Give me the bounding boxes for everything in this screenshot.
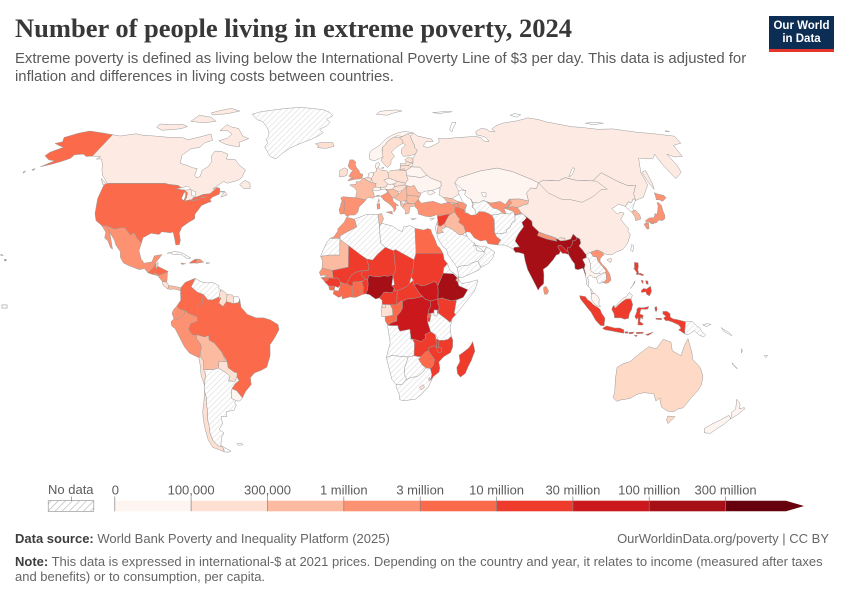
svg-text:3 million: 3 million: [396, 483, 444, 498]
svg-text:100,000: 100,000: [168, 483, 215, 498]
svg-text:0: 0: [112, 483, 119, 498]
svg-text:300,000: 300,000: [244, 483, 291, 498]
svg-text:1 million: 1 million: [320, 483, 368, 498]
svg-text:10 million: 10 million: [469, 483, 524, 498]
svg-text:100 million: 100 million: [618, 483, 680, 498]
svg-text:No data: No data: [48, 482, 94, 497]
svg-text:30 million: 30 million: [545, 483, 600, 498]
svg-text:300 million: 300 million: [695, 483, 757, 498]
